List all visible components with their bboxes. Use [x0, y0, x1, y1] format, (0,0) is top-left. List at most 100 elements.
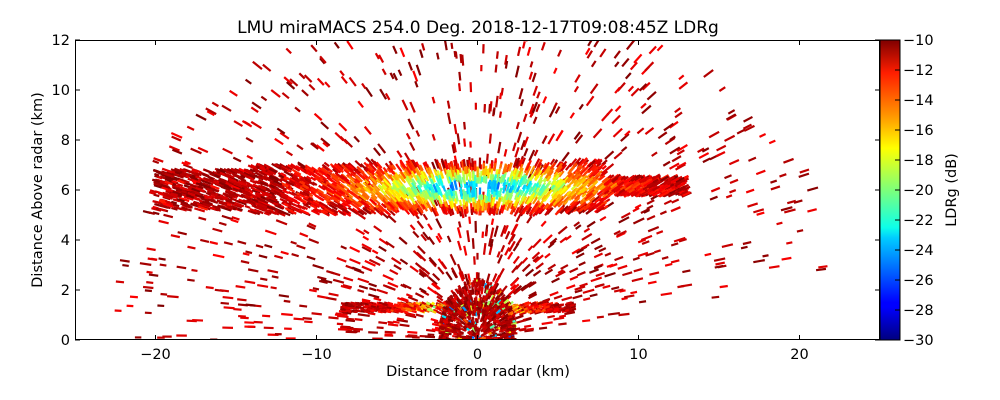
- echo-mark: [459, 161, 463, 168]
- echo-mark: [613, 50, 621, 59]
- echo-mark: [521, 185, 528, 193]
- echo-mark: [697, 147, 705, 154]
- chart-title: LMU miraMACS 254.0 Deg. 2018-12-17T09:08…: [237, 18, 719, 38]
- echo-mark: [293, 171, 303, 179]
- echo-mark: [154, 172, 160, 177]
- echo-mark: [557, 310, 562, 314]
- echo-mark: [646, 90, 657, 101]
- echo-mark: [524, 178, 529, 185]
- echo-mark: [456, 168, 460, 176]
- echo-mark: [581, 190, 588, 196]
- echo-mark: [370, 199, 378, 206]
- echo-mark: [669, 162, 680, 170]
- echo-mark: [454, 159, 459, 171]
- echo-mark: [674, 107, 682, 114]
- echo-mark: [676, 144, 688, 152]
- echo-mark: [328, 292, 339, 297]
- echo-mark: [818, 265, 828, 269]
- echo-mark: [207, 175, 214, 180]
- echo-mark: [541, 194, 547, 201]
- echo-mark: [598, 247, 607, 253]
- echo-mark: [238, 180, 249, 188]
- echo-mark: [578, 261, 586, 267]
- echo-mark: [482, 279, 486, 284]
- echo-mark: [411, 204, 418, 212]
- echo-mark: [422, 213, 429, 221]
- echo-mark: [453, 328, 457, 332]
- echo-mark: [294, 106, 301, 113]
- echo-mark: [399, 323, 410, 328]
- echo-mark: [320, 137, 331, 147]
- echo-mark: [616, 230, 627, 237]
- echo-mark: [305, 175, 312, 181]
- echo-mark: [520, 139, 526, 151]
- echo-mark: [190, 147, 202, 155]
- echo-mark: [245, 303, 256, 307]
- echo-mark: [430, 318, 439, 323]
- echo-mark: [182, 163, 193, 170]
- echo-mark: [285, 150, 293, 157]
- echo-mark: [671, 198, 680, 204]
- echo-mark: [784, 208, 796, 214]
- echo-mark: [308, 238, 320, 245]
- echo-mark: [422, 231, 430, 241]
- echo-mark: [590, 60, 597, 68]
- echo-mark: [370, 305, 376, 309]
- echo-mark: [431, 301, 436, 306]
- echo-mark: [414, 200, 420, 208]
- echo-mark: [320, 181, 329, 188]
- echo-mark: [536, 170, 543, 179]
- echo-mark: [514, 318, 527, 325]
- echo-mark: [403, 304, 410, 308]
- echo-mark: [302, 317, 312, 320]
- echo-mark: [463, 190, 467, 197]
- echo-mark: [251, 101, 262, 110]
- echo-mark: [153, 157, 164, 163]
- echo-mark: [740, 245, 748, 250]
- echo-mark: [492, 107, 496, 115]
- echo-mark: [631, 176, 642, 185]
- echo-mark: [743, 124, 755, 132]
- echo-mark: [384, 330, 396, 334]
- echo-mark: [232, 156, 242, 163]
- echo-mark: [620, 212, 631, 219]
- echo-mark: [524, 268, 535, 277]
- echo-mark: [448, 190, 453, 199]
- echo-mark: [264, 229, 277, 236]
- echo-mark: [593, 169, 600, 176]
- echo-mark: [364, 302, 370, 306]
- echo-mark: [451, 270, 458, 279]
- echo-mark: [279, 185, 287, 191]
- echo-mark: [657, 131, 668, 140]
- echo-mark: [488, 304, 493, 309]
- echo-mark: [247, 268, 259, 273]
- echo-mark: [759, 133, 767, 138]
- echo-mark: [471, 316, 475, 321]
- echo-mark: [351, 207, 360, 214]
- echo-mark: [398, 236, 408, 245]
- echo-mark: [299, 304, 308, 308]
- echo-mark: [618, 312, 630, 317]
- echo-mark: [708, 130, 720, 139]
- echo-mark: [635, 184, 643, 190]
- echo-mark: [384, 92, 391, 101]
- echo-mark: [374, 198, 381, 205]
- echo-mark: [500, 244, 506, 253]
- echo-mark: [546, 207, 554, 215]
- echo-mark: [606, 263, 614, 268]
- echo-mark: [244, 78, 252, 85]
- echo-mark: [458, 199, 463, 207]
- echo-mark: [339, 211, 346, 216]
- echo-mark: [599, 215, 607, 222]
- echo-mark: [359, 163, 367, 170]
- echo-mark: [363, 207, 372, 215]
- echo-mark: [375, 170, 382, 178]
- echo-mark: [262, 63, 272, 72]
- echo-mark: [544, 252, 551, 259]
- echo-mark: [177, 231, 187, 236]
- echo-mark: [776, 221, 783, 226]
- echo-mark: [250, 186, 258, 192]
- echo-mark: [344, 302, 349, 305]
- echo-mark: [701, 147, 710, 153]
- echo-mark: [397, 301, 402, 305]
